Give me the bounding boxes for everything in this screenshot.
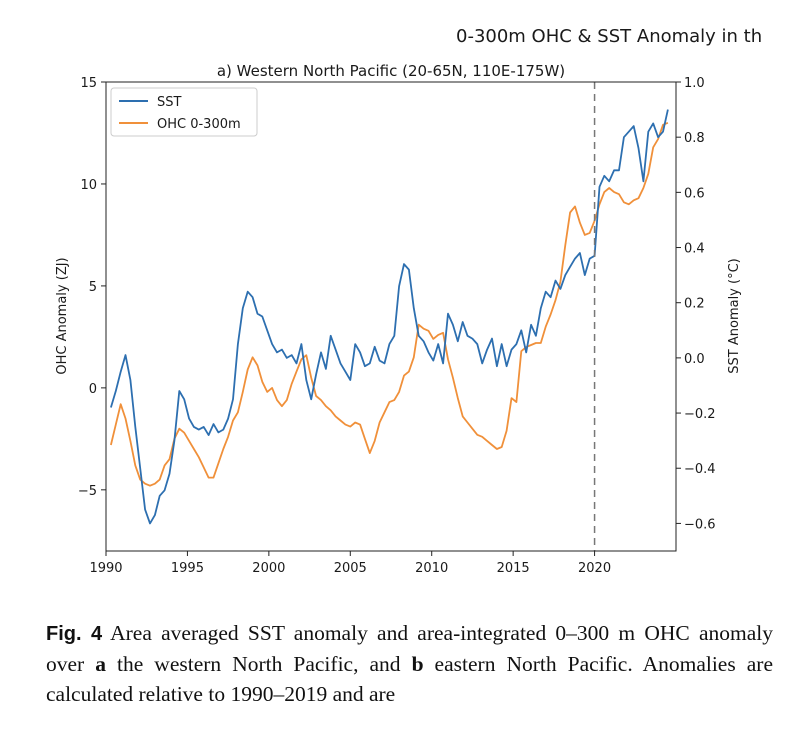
y2-tick-label: 1.0 [684,76,705,91]
x-tick-label: 1995 [171,561,204,576]
x-tick-label: 2000 [252,561,285,576]
y2-tick-label: 0.2 [684,297,705,312]
series-line-sst [110,109,669,525]
figure-caption: Fig. 4 Area averaged SST anomaly and are… [46,618,773,709]
y2-tick-label: 0.6 [684,186,705,201]
x-tick-label: 1990 [89,561,122,576]
caption-figure-label: Fig. 4 [46,623,103,645]
chart-figure: 0-300m OHC & SST Anomaly in th a) Wester… [55,26,762,576]
y2-tick-label: −0.6 [684,517,716,532]
figure-suptitle: 0-300m OHC & SST Anomaly in th [456,26,762,47]
x-tick-label: 2010 [415,561,448,576]
series-layer [110,109,669,525]
y-tick-label: 5 [89,280,97,295]
legend: SST OHC 0-300m [110,87,258,137]
caption-text-1: Area averaged SST anomaly and area-integ… [46,621,773,676]
caption-panel-a: a [95,652,106,676]
series-line-ohc [110,121,669,487]
y2-tick-label: 0.0 [684,352,705,367]
y-tick-label: 0 [89,382,97,397]
y-axis-right-label: SST Anomaly (°C) [727,258,742,373]
y2-tick-label: −0.4 [684,462,716,477]
x-axis: 1990 1995 2000 2005 2010 2015 2020 [89,551,611,576]
y2-tick-label: 0.4 [684,242,705,257]
caption-panel-b: b [411,652,424,676]
caption-text-3: eastern North Pacific. Anomalies are cal… [46,652,773,706]
y-tick-label: 15 [80,76,97,91]
y2-tick-label: 0.8 [684,131,705,146]
y-axis-left-label: OHC Anomaly (ZJ) [55,257,70,374]
x-tick-label: 2020 [578,561,611,576]
legend-label-ohc: OHC 0-300m [157,117,241,132]
x-tick-label: 2005 [334,561,367,576]
panel-title: a) Western North Pacific (20-65N, 110E-1… [217,62,565,80]
plot-frame [105,81,677,552]
y-axis-left: −5 0 5 10 15 [78,76,106,499]
legend-label-sst: SST [157,95,182,110]
x-tick-label: 2015 [497,561,530,576]
y-tick-label: −5 [78,484,97,499]
y-tick-label: 10 [80,178,97,193]
y2-tick-label: −0.2 [684,407,716,422]
caption-text-2: the western North Pacific, and [105,652,412,676]
y-axis-right: −0.6 −0.4 −0.2 0.0 0.2 0.4 0.6 0.8 1.0 [676,76,716,532]
plot-area [105,81,677,552]
